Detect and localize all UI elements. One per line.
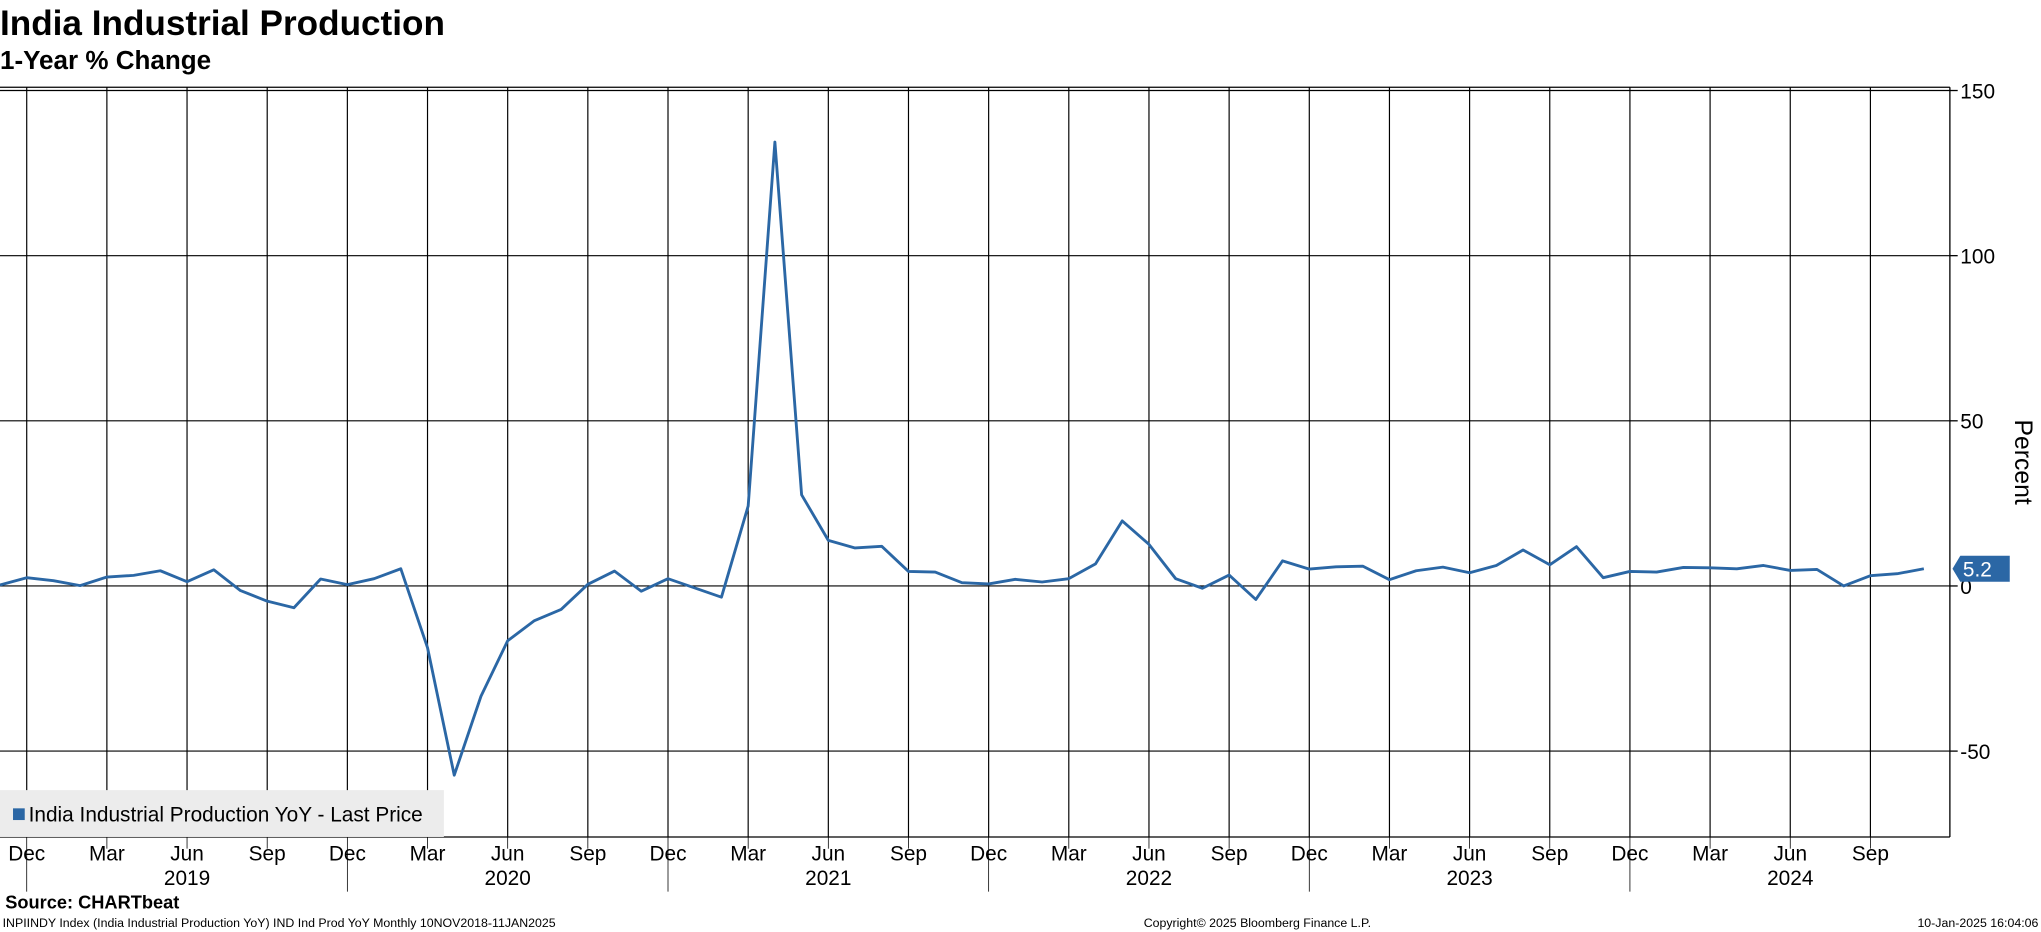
y-tick-label: 150 bbox=[1960, 80, 1995, 103]
year-label: 2021 bbox=[805, 867, 851, 890]
x-tick-label: Sep bbox=[249, 842, 286, 865]
x-tick-label: Dec bbox=[329, 842, 366, 865]
x-tick-label: Dec bbox=[8, 842, 45, 865]
last-value-tag bbox=[1952, 555, 2010, 582]
x-tick-label: Sep bbox=[1211, 842, 1248, 865]
x-tick-label: Mar bbox=[730, 842, 766, 865]
last-value-label: 5.2 bbox=[1963, 559, 1992, 582]
x-tick-label: Sep bbox=[1852, 842, 1889, 865]
year-label: 2020 bbox=[485, 867, 531, 890]
y-axis-label: Percent bbox=[2009, 419, 2036, 504]
year-label: 2022 bbox=[1126, 867, 1172, 890]
x-tick-label: Sep bbox=[890, 842, 927, 865]
x-tick-label: Dec bbox=[970, 842, 1007, 865]
x-tick-label: Jun bbox=[1773, 842, 1807, 865]
x-tick-label: Mar bbox=[410, 842, 446, 865]
footer-right: 10-Jan-2025 16:04:06 bbox=[1917, 916, 2038, 930]
legend-swatch bbox=[13, 808, 25, 821]
x-tick-label: Jun bbox=[1132, 842, 1166, 865]
footer-center: Copyright© 2025 Bloomberg Finance L.P. bbox=[1144, 916, 1371, 930]
x-tick-label: Dec bbox=[1611, 842, 1648, 865]
chart-title: India Industrial Production bbox=[0, 4, 445, 43]
year-label: 2023 bbox=[1446, 867, 1492, 890]
x-tick-label: Jun bbox=[812, 842, 846, 865]
x-tick-label: Jun bbox=[1453, 842, 1487, 865]
x-tick-label: Dec bbox=[649, 842, 686, 865]
footer-left: INPIINDY Index (India Industrial Product… bbox=[3, 916, 556, 930]
legend-box bbox=[0, 790, 444, 837]
y-tick-label: 100 bbox=[1960, 245, 1995, 268]
y-tick-label: 50 bbox=[1960, 411, 1983, 434]
x-tick-label: Sep bbox=[569, 842, 606, 865]
source: Source: CHARTbeat bbox=[5, 893, 179, 913]
x-tick-label: Mar bbox=[89, 842, 125, 865]
x-tick-label: Mar bbox=[1692, 842, 1728, 865]
x-tick-label: Mar bbox=[1372, 842, 1408, 865]
year-label: 2024 bbox=[1767, 867, 1813, 890]
chart-subtitle: 1-Year % Change bbox=[0, 45, 211, 75]
year-label: 2019 bbox=[164, 867, 210, 890]
x-tick-label: Jun bbox=[170, 842, 204, 865]
series-line bbox=[0, 140, 1925, 777]
legend-label: India Industrial Production YoY - Last P… bbox=[29, 803, 423, 826]
x-tick-label: Dec bbox=[1291, 842, 1328, 865]
x-tick-label: Jun bbox=[491, 842, 525, 865]
x-tick-label: Sep bbox=[1531, 842, 1568, 865]
y-tick-label: -50 bbox=[1960, 741, 1990, 764]
y-tick-label: 0 bbox=[1960, 576, 1972, 599]
x-tick-label: Mar bbox=[1051, 842, 1087, 865]
